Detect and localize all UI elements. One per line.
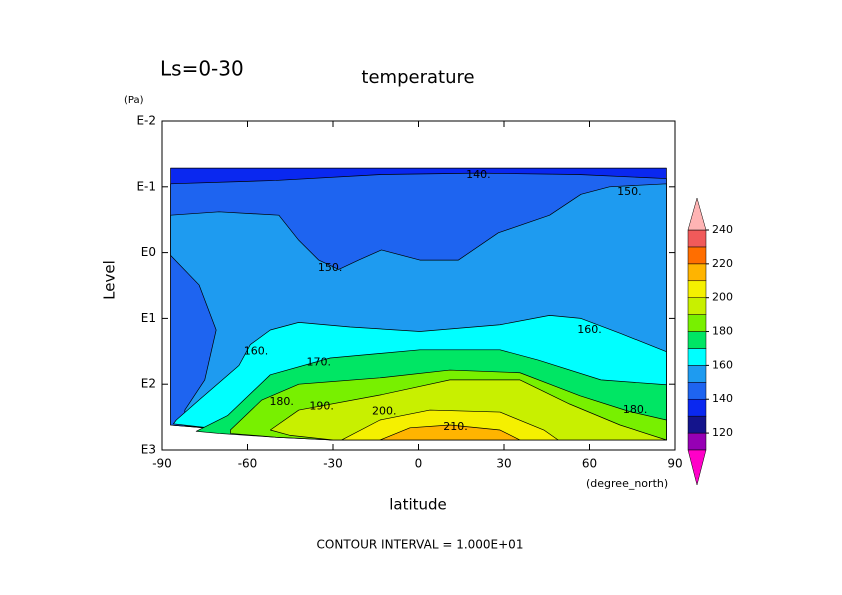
chart-title: temperature: [361, 67, 474, 88]
y-tick-label: E-1: [136, 179, 156, 193]
contour-label: 160.: [244, 345, 269, 358]
colorbar-tick-label: 200: [712, 291, 733, 304]
colorbar-box: [687, 314, 707, 332]
colorbar-tick-label: 140: [712, 392, 733, 405]
contour-label: 210.: [443, 420, 468, 433]
subtitle: Ls=0-30: [160, 57, 244, 81]
colorbar-over: [687, 197, 707, 231]
x-tick-label: -30: [323, 457, 343, 471]
colorbar-box: [687, 398, 707, 417]
y-tick-label: E3: [141, 443, 156, 457]
y-tick-label: E-2: [136, 114, 156, 128]
x-tick-label: 0: [415, 457, 423, 471]
colorbar-under: [687, 449, 707, 486]
y-tick-label: E2: [141, 377, 156, 391]
colorbar-box: [687, 432, 707, 451]
plot-area: 140. 150. 150. 160. 160. 170. 180. 180. 190. 200.…: [170, 167, 667, 441]
colorbar-tick-label: 120: [712, 426, 733, 439]
colorbar-tick-label: 240: [712, 223, 733, 236]
colorbar-box: [687, 297, 707, 315]
x-tick-label: 30: [496, 457, 511, 471]
contour-label: 150.: [617, 185, 642, 198]
colorbar-box: [687, 280, 707, 298]
colorbar-box: [687, 348, 707, 366]
colorbar-box: [687, 331, 707, 349]
contour-region: [269, 379, 667, 441]
x-tick-label: 90: [667, 457, 682, 471]
x-unit: (degree_north): [586, 477, 668, 490]
y-axis-label: Level: [101, 260, 119, 300]
contour-label: 170.: [307, 356, 332, 369]
contour-label: 200.: [372, 405, 397, 418]
colorbar-tick-label: 180: [712, 325, 733, 338]
contour-label: 150.: [318, 261, 343, 274]
note: CONTOUR INTERVAL = 1.000E+01: [317, 538, 524, 552]
y-tick-label: E1: [141, 311, 156, 325]
x-axis-label: latitude: [389, 496, 447, 514]
colorbar-box: [687, 365, 707, 383]
y-unit: (Pa): [124, 95, 144, 106]
colorbar-tick-label: 220: [712, 257, 733, 270]
contour-label: 180.: [623, 403, 648, 416]
x-tick-label: 60: [582, 457, 597, 471]
colorbar-box: [687, 415, 707, 434]
contour-label: 140.: [466, 168, 491, 181]
colorbar-box: [687, 229, 707, 248]
colorbar-tick-label: 160: [712, 358, 733, 371]
y-tick-label: E0: [141, 245, 156, 259]
x-tick-label: -90: [152, 457, 172, 471]
colorbar-box: [687, 246, 707, 265]
x-tick-label: -60: [238, 457, 258, 471]
colorbar-box: [687, 263, 707, 282]
contour-label: 190.: [309, 400, 334, 413]
contour-label: 160.: [577, 323, 602, 336]
colorbar-box: [687, 382, 707, 400]
contour-region: [379, 424, 521, 441]
contour-label: 180.: [269, 395, 294, 408]
